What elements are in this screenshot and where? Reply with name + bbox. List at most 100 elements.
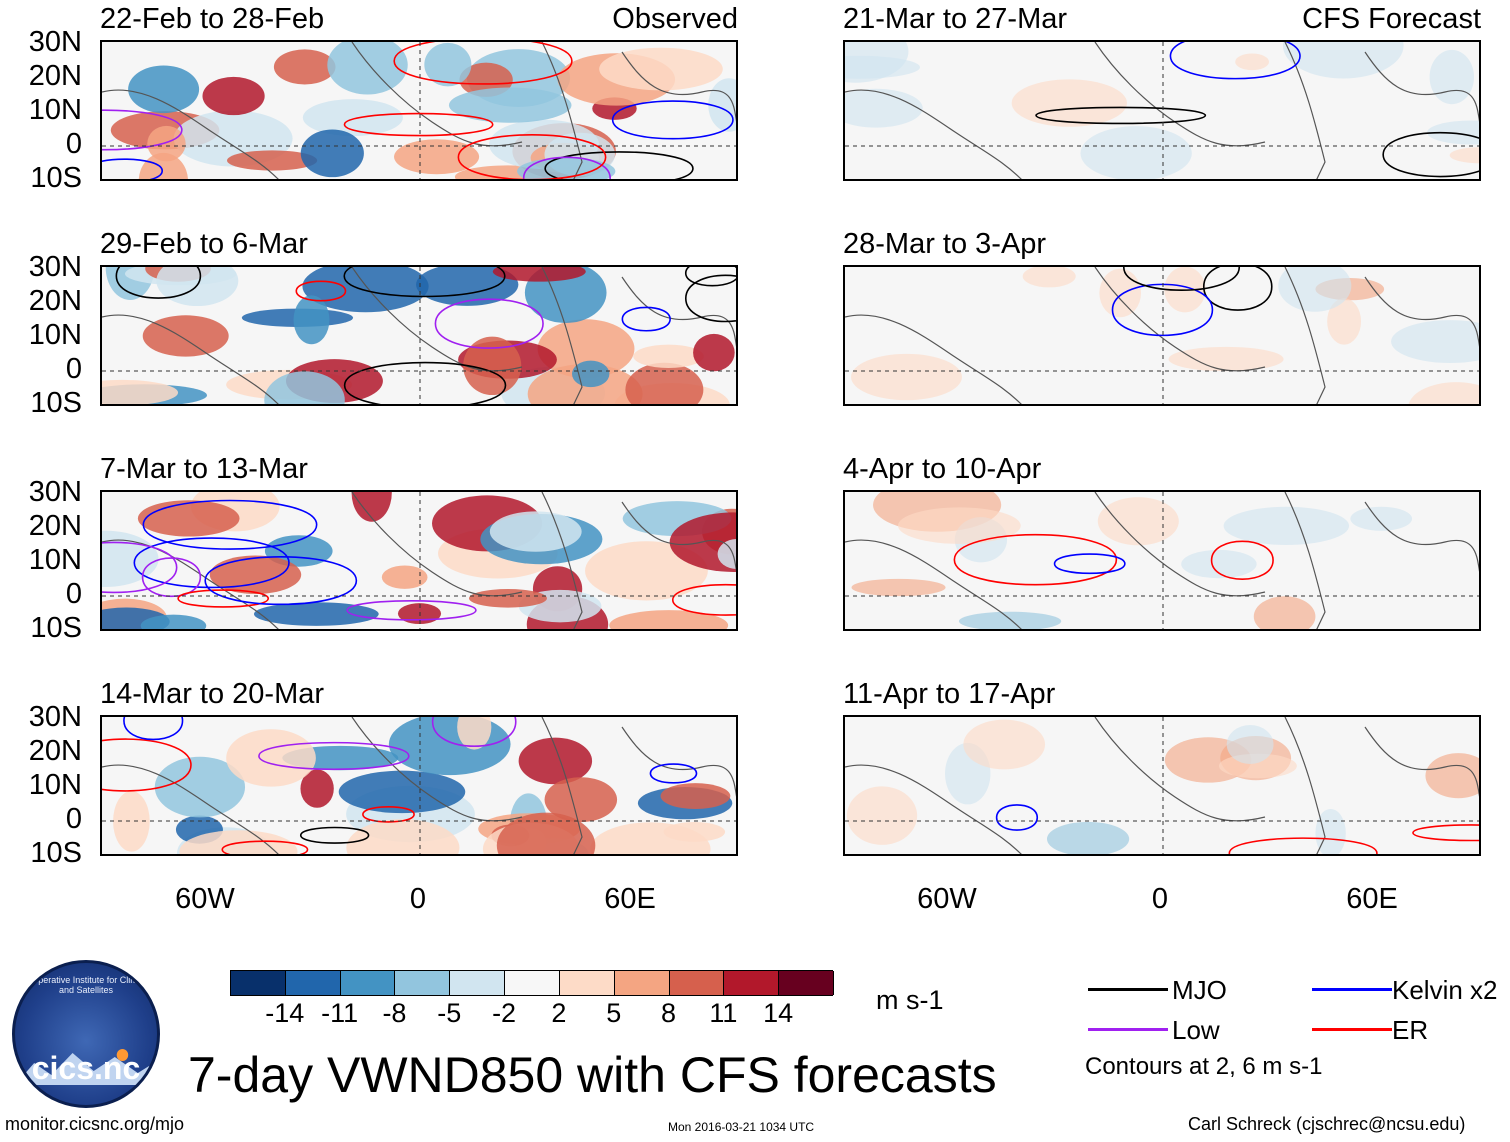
contour-line xyxy=(258,741,410,771)
figure-title: 7-day VWND850 with CFS forecasts xyxy=(188,1047,997,1103)
logo-ring-text: Cooperative Institute for Climate and Sa… xyxy=(21,975,151,995)
anomaly-blob xyxy=(1235,53,1270,71)
anomaly-blob xyxy=(518,737,593,785)
anomaly-map-svg xyxy=(102,42,736,179)
contour-line xyxy=(671,583,736,616)
anomaly-blob xyxy=(128,65,200,114)
lat-label: 20N xyxy=(28,510,82,542)
contour-line xyxy=(684,274,736,323)
footer-url[interactable]: monitor.cicsnc.org/mjo xyxy=(5,1114,185,1134)
anomaly-blob xyxy=(142,315,229,357)
anomaly-blob xyxy=(394,139,480,175)
anomaly-blob xyxy=(137,500,240,537)
contour-line xyxy=(142,499,318,550)
contour-line xyxy=(133,537,290,589)
lat-label: 0 xyxy=(65,128,82,160)
contour-line xyxy=(1169,42,1301,80)
contour-line xyxy=(343,267,506,298)
contour-line xyxy=(102,158,164,179)
anomaly-blob xyxy=(293,295,330,345)
contour-line xyxy=(1111,283,1214,337)
contour-line xyxy=(1122,267,1241,291)
anomaly-map-svg xyxy=(845,267,1479,404)
map-field xyxy=(100,490,738,631)
coastline xyxy=(845,492,1479,629)
map-field xyxy=(100,40,738,181)
colorbar-units: m s-1 xyxy=(876,985,944,1015)
anomaly-blob xyxy=(1391,320,1479,363)
lon-label-60e: 60E xyxy=(604,883,656,915)
panel-date-range: 28-Mar to 3-Apr xyxy=(843,228,1047,260)
lat-label: 10S xyxy=(30,387,82,419)
contour-line xyxy=(621,306,671,332)
anomaly-blob xyxy=(156,267,239,307)
anomaly-blob xyxy=(469,589,547,608)
anomaly-blob xyxy=(609,610,729,629)
colorbar-swatch xyxy=(395,971,451,995)
lat-label: 10N xyxy=(28,544,82,576)
contour-line xyxy=(343,361,507,404)
lon-label-0: 0 xyxy=(409,883,427,915)
map-field xyxy=(843,490,1481,631)
colorbar-swatch xyxy=(724,971,780,995)
panel-date-range: 11-Apr to 17-Apr xyxy=(843,678,1056,710)
anomaly-blob xyxy=(202,76,265,116)
anomaly-blob xyxy=(693,333,735,372)
anomaly-blob xyxy=(273,49,336,85)
contour-line xyxy=(1412,824,1479,842)
footer-timestamp: Mon 2016-03-21 1034 UTC xyxy=(668,1120,815,1134)
anomaly-blob xyxy=(140,614,207,629)
anomaly-blob xyxy=(625,362,704,404)
anomaly-blob xyxy=(544,777,618,823)
colorbar-tick-label: 14 xyxy=(763,998,794,1028)
anomaly-map-svg xyxy=(845,492,1479,629)
contour-line xyxy=(102,109,183,151)
anomaly-blob xyxy=(1022,267,1076,288)
anomaly-map-svg xyxy=(102,717,736,854)
colorbar-swatch xyxy=(779,971,834,995)
lat-label: 10N xyxy=(28,94,82,126)
contour-line xyxy=(431,717,517,747)
anomaly-blob xyxy=(1315,808,1346,854)
panel-date-range: 21-Mar to 27-Mar xyxy=(843,3,1068,35)
colorbar-tick-label: 5 xyxy=(606,998,622,1028)
anomaly-blob xyxy=(1282,42,1404,79)
contour-line xyxy=(343,112,494,137)
legend-line-kelvin xyxy=(1312,988,1392,991)
colorbar-tick-label: -11 xyxy=(321,998,359,1028)
anomaly-blob xyxy=(102,379,179,404)
anomaly-blob xyxy=(958,611,1062,629)
anomaly-blob xyxy=(897,507,1021,544)
lat-label: 30N xyxy=(28,701,82,733)
anomaly-blob xyxy=(1278,267,1352,312)
anomaly-blob xyxy=(708,78,736,132)
anomaly-blob xyxy=(302,267,429,313)
lon-label-60w: 60W xyxy=(917,883,977,915)
anomaly-map-svg xyxy=(845,717,1479,854)
colorbar-tick-label: -14 xyxy=(265,998,305,1028)
anomaly-blob xyxy=(571,360,610,388)
anomaly-blob xyxy=(302,99,403,137)
coastline xyxy=(102,42,736,179)
anomaly-map-svg xyxy=(102,492,736,629)
anomaly-blob xyxy=(1097,497,1179,546)
anomaly-blob xyxy=(209,555,302,594)
contour-line xyxy=(1382,131,1479,178)
anomaly-blob xyxy=(264,371,345,404)
anomaly-blob xyxy=(338,770,466,814)
colorbar-swatch xyxy=(285,971,341,995)
anomaly-map-svg xyxy=(102,267,736,404)
lat-label: 10N xyxy=(28,769,82,801)
lon-label-0: 0 xyxy=(1151,883,1169,915)
contour-line xyxy=(544,151,694,179)
anomaly-blob xyxy=(147,125,186,162)
anomaly-blob xyxy=(492,267,586,282)
anomaly-blob xyxy=(1099,268,1142,318)
anomaly-blob xyxy=(1350,506,1413,531)
anomaly-blob xyxy=(963,719,1046,770)
legend-note: Contours at 2, 6 m s-1 xyxy=(1085,1053,1323,1080)
panel-date-range: 22-Feb to 28-Feb xyxy=(100,3,325,35)
anomaly-blob xyxy=(846,786,918,845)
anomaly-blob xyxy=(138,152,188,179)
colorbar-swatch xyxy=(614,971,670,995)
